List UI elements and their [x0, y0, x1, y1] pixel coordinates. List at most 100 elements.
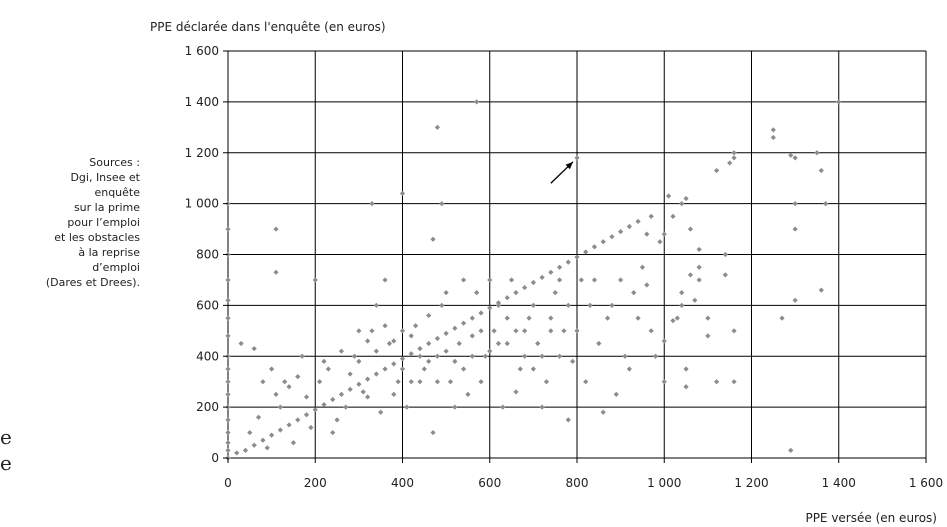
data-point — [679, 302, 685, 308]
x-tick-label: 800 — [566, 476, 589, 490]
data-point — [391, 391, 397, 398]
data-point — [260, 379, 266, 385]
data-point — [321, 401, 327, 408]
data-point — [687, 226, 694, 232]
data-point — [779, 315, 785, 321]
data-point — [491, 328, 497, 334]
data-point — [836, 99, 842, 105]
data-point — [299, 353, 305, 359]
data-point — [273, 391, 279, 398]
data-point — [356, 381, 362, 387]
data-point — [696, 246, 702, 253]
data-point — [264, 445, 270, 451]
data-point — [465, 391, 471, 398]
data-point — [391, 338, 397, 344]
y-tick-label: 1 000 — [185, 197, 219, 211]
data-point — [412, 323, 419, 329]
data-point — [399, 366, 406, 372]
data-point — [282, 379, 288, 385]
data-point — [225, 447, 231, 453]
data-point — [561, 328, 567, 334]
data-points — [225, 99, 842, 461]
data-point — [639, 264, 646, 270]
data-point — [661, 379, 667, 385]
data-point — [312, 277, 318, 283]
data-point — [565, 302, 571, 308]
data-point — [225, 391, 231, 398]
y-tick-label: 1 400 — [185, 95, 219, 109]
y-tick-label: 600 — [196, 298, 219, 312]
x-tick-label: 1 400 — [822, 476, 856, 490]
data-point — [487, 277, 493, 283]
data-point — [556, 264, 563, 270]
data-point — [399, 190, 406, 197]
data-point — [583, 249, 589, 255]
data-point — [443, 330, 449, 336]
data-point — [626, 223, 632, 230]
data-point — [273, 226, 279, 232]
data-point — [260, 437, 266, 443]
data-point — [434, 379, 440, 385]
data-point — [687, 272, 694, 278]
data-point — [225, 226, 231, 232]
data-point — [365, 338, 371, 344]
data-point — [622, 353, 628, 359]
data-point — [439, 302, 445, 308]
data-point — [421, 366, 427, 372]
data-point — [408, 379, 414, 385]
data-point — [303, 412, 310, 418]
data-point — [439, 201, 445, 207]
data-point — [574, 254, 580, 260]
data-point — [460, 277, 467, 283]
data-point — [469, 333, 475, 339]
data-point — [635, 315, 641, 321]
data-point — [613, 391, 619, 398]
data-point — [792, 201, 798, 207]
data-point — [609, 302, 615, 308]
data-point — [683, 195, 689, 202]
data-point — [648, 213, 654, 219]
data-point — [234, 450, 240, 456]
data-point — [788, 152, 794, 158]
data-point — [556, 353, 563, 359]
data-point — [578, 277, 584, 283]
data-point — [692, 297, 698, 303]
data-point — [373, 371, 379, 377]
y-tick-label: 1 600 — [185, 44, 219, 58]
data-point — [474, 290, 480, 296]
data-point — [334, 417, 340, 423]
data-point — [373, 348, 379, 354]
data-point — [731, 150, 737, 156]
data-point — [727, 160, 733, 166]
data-point — [343, 404, 349, 410]
data-point — [417, 353, 423, 359]
data-point — [635, 218, 641, 225]
data-point — [247, 429, 253, 436]
data-point — [469, 315, 475, 321]
data-point — [404, 404, 410, 410]
data-point — [269, 432, 275, 438]
data-point — [417, 379, 423, 385]
data-point — [722, 272, 728, 278]
data-point — [225, 277, 231, 283]
data-point — [788, 447, 794, 453]
data-point — [731, 379, 737, 385]
y-tick-label: 800 — [196, 248, 219, 262]
sources-line: Dgi, Insee et — [70, 171, 140, 184]
data-point — [382, 323, 388, 329]
data-point — [604, 315, 611, 321]
data-point — [574, 155, 580, 161]
sources-line: (Dares et Drees). — [46, 276, 140, 289]
data-point — [495, 340, 502, 347]
data-point — [696, 264, 702, 270]
data-point — [548, 328, 554, 334]
data-point — [290, 440, 297, 446]
data-point — [539, 353, 545, 359]
x-tick-label: 0 — [224, 476, 232, 490]
data-point — [478, 328, 484, 334]
data-point — [596, 340, 602, 347]
data-point — [731, 155, 737, 161]
data-point — [330, 396, 336, 403]
sources-line: pour l’emploi — [67, 216, 140, 229]
data-point — [277, 427, 283, 433]
